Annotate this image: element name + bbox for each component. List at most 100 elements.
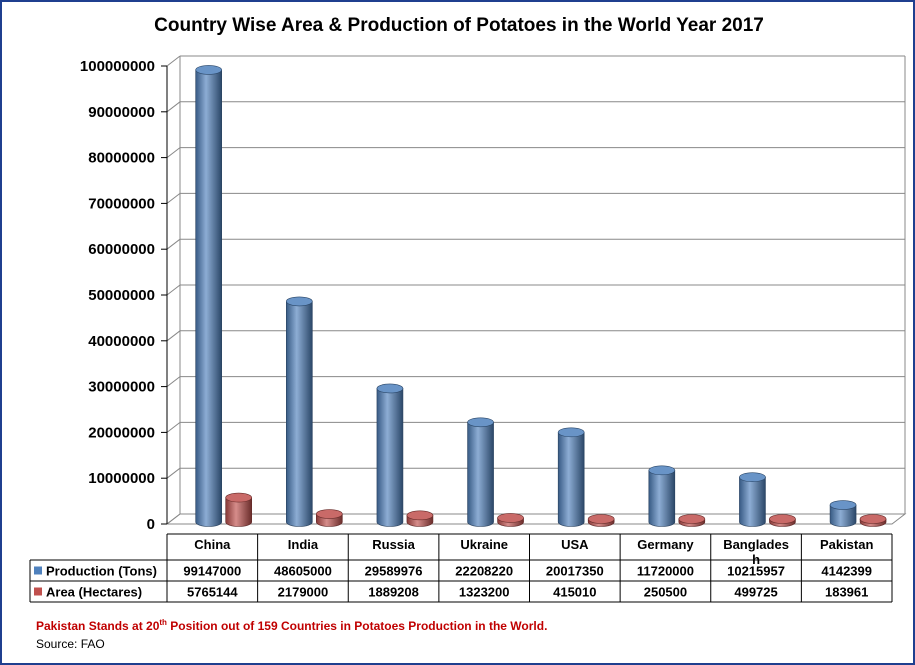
bar-body	[829, 504, 857, 527]
table-value: 22208220	[455, 564, 513, 579]
bar-1-1	[316, 509, 343, 527]
table-value: 10215957	[727, 564, 785, 579]
grid-line-diagonal	[166, 422, 181, 433]
y-tick-label: 50000000	[88, 287, 155, 304]
grid-line-diagonal	[166, 55, 181, 67]
y-tick-label: 40000000	[88, 333, 155, 350]
table-value: 4142399	[821, 564, 872, 579]
bar-0-6	[739, 472, 766, 527]
grid-lines	[165, 55, 907, 525]
bar-top	[587, 514, 615, 524]
table-value: 5765144	[187, 585, 238, 600]
table-value: 1889208	[368, 585, 419, 600]
y-tick-label: 10000000	[88, 470, 155, 487]
grid-line-diagonal	[166, 376, 181, 387]
bar-top	[286, 296, 313, 307]
bar-1-0	[225, 492, 252, 527]
y-tick-label: 80000000	[88, 150, 155, 167]
bar-top	[648, 465, 676, 476]
table-value: 20017350	[546, 564, 604, 579]
bar-top	[829, 500, 857, 510]
bar-body	[648, 470, 676, 527]
grid-line-diagonal	[166, 193, 181, 204]
grid-line-diagonal	[166, 147, 181, 158]
bar-0-1	[286, 296, 313, 527]
category-label: Pakistan	[820, 537, 874, 552]
bar-1-6	[769, 514, 796, 527]
bars	[195, 65, 887, 527]
table-value: 1323200	[459, 585, 510, 600]
table-value: 415010	[553, 585, 596, 600]
bar-top	[678, 514, 706, 524]
bar-1-5	[678, 514, 706, 527]
y-tick-label: 100000000	[80, 58, 155, 75]
y-tick-label: 30000000	[88, 379, 155, 396]
bar-top	[406, 510, 434, 521]
legend-label: Production (Tons)	[46, 564, 157, 579]
chart-title: Country Wise Area & Production of Potato…	[154, 15, 764, 36]
bar-0-7	[829, 500, 857, 527]
category-label: Germany	[637, 537, 694, 552]
table-value: 11720000	[637, 564, 694, 579]
bar-0-5	[648, 465, 676, 527]
legend-label: Area (Hectares)	[46, 585, 142, 600]
grid-line-diagonal	[166, 238, 181, 250]
bar-top	[497, 513, 524, 523]
grid-line-diagonal	[166, 467, 181, 479]
footnote-pre: Pakistan Stands at 20	[36, 619, 160, 633]
bar-0-0	[195, 65, 222, 527]
bar-1-4	[587, 514, 615, 527]
category-label: Russia	[372, 537, 415, 552]
category-label: USA	[561, 537, 589, 552]
bar-0-2	[376, 383, 404, 527]
bar-top	[739, 472, 766, 483]
bar-top	[467, 417, 494, 428]
grid-line-diagonal	[166, 330, 181, 342]
table-value: 48605000	[274, 564, 332, 579]
bar-body	[286, 301, 313, 527]
y-tick-label: 90000000	[88, 104, 155, 121]
table-value: 29589976	[365, 564, 423, 579]
bar-body	[376, 388, 404, 527]
footnote-sup: th	[159, 618, 167, 627]
bar-top	[195, 65, 222, 75]
bar-top	[225, 492, 252, 503]
category-label: China	[194, 537, 231, 552]
y-tick-label: 60000000	[88, 241, 155, 258]
bar-body	[195, 69, 222, 527]
bar-top	[376, 383, 404, 394]
source-note: Source: FAO	[36, 637, 105, 651]
bar-0-3	[467, 417, 494, 527]
bar-body	[557, 432, 585, 527]
y-tick-label: 0	[147, 516, 155, 533]
category-label: Ukraine	[460, 537, 508, 552]
bar-body	[225, 497, 252, 527]
bar-1-3	[497, 513, 524, 527]
legend-swatch	[34, 566, 42, 575]
table-value: 250500	[644, 585, 687, 600]
bar-top	[557, 427, 585, 438]
grid-line-diagonal	[166, 101, 181, 113]
y-tick-label: 20000000	[88, 424, 155, 441]
bar-top	[859, 514, 887, 524]
y-tick-label: 70000000	[88, 195, 155, 212]
category-label: Banglades h	[723, 537, 789, 567]
category-label: India	[288, 537, 319, 552]
bar-top	[316, 509, 343, 519]
grid-line-diagonal	[166, 284, 181, 296]
bar-body	[739, 476, 766, 527]
bar-body	[467, 421, 494, 527]
table-value: 99147000	[183, 564, 241, 579]
legend-swatch	[34, 587, 42, 596]
y-axis: 0 10000000 20000000 30000000 40000000 5000000…	[80, 58, 168, 533]
table-value: 2179000	[278, 585, 329, 600]
table-value: 499725	[734, 585, 777, 600]
bar-0-4	[557, 427, 585, 527]
bar-1-2	[406, 510, 434, 527]
data-table: China India Russia Ukraine USA Germany Banglad…	[29, 533, 893, 603]
footnote-post: Position out of 159 Countries in Potatoe…	[167, 619, 547, 633]
bar-1-7	[859, 514, 887, 527]
footnote: Pakistan Stands at 20th Position out of …	[36, 618, 547, 633]
